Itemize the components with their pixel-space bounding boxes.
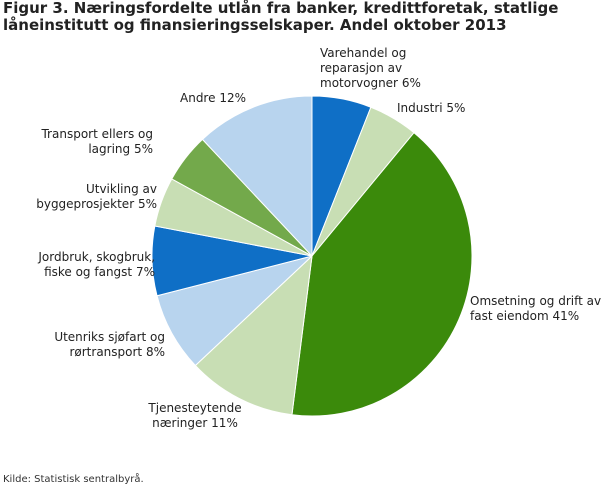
- slice-label: Jordbruk, skogbruk, fiske og fangst 7%: [20, 250, 155, 280]
- slice-label: Industri 5%: [397, 101, 487, 116]
- category-label: Industri: [397, 101, 443, 115]
- pie-slice: [291, 132, 473, 417]
- category-label: Tjenesteytende næringer: [148, 401, 242, 430]
- value-label: 41%: [552, 309, 580, 323]
- value-label: 11%: [211, 416, 238, 430]
- category-label: Omsetning og drift av fast eiendom: [470, 294, 602, 323]
- chart-title: Figur 3. Næringsfordelte utlån fra banke…: [3, 0, 559, 34]
- value-label: 8%: [145, 345, 165, 359]
- value-label: 5%: [446, 101, 466, 115]
- slice-label: Andre 12%: [180, 91, 280, 106]
- slice-label: Utvikling av byggeprosjekter 5%: [20, 182, 157, 212]
- value-label: 5%: [137, 197, 157, 211]
- value-label: 7%: [135, 265, 155, 279]
- category-label: Transport ellers og lagring: [41, 127, 153, 156]
- slice-label: Varehandel og reparasjon av motorvogner …: [320, 46, 425, 91]
- slice-label: Utenriks sjøfart og rørtransport 8%: [40, 330, 165, 360]
- value-label: 12%: [219, 91, 246, 105]
- pie-slice: [201, 95, 313, 258]
- category-label: Andre: [180, 91, 216, 105]
- category-label: Utenriks sjøfart og rørtransport: [54, 330, 165, 359]
- pie-slice: [194, 254, 313, 416]
- slice-label: Omsetning og drift av fast eiendom 41%: [470, 294, 610, 324]
- slice-label: Transport ellers og lagring 5%: [40, 127, 153, 157]
- category-label: Jordbruk, skogbruk, fiske og fangst: [38, 250, 155, 279]
- category-label: Varehandel og reparasjon av motorvogner: [320, 46, 407, 90]
- value-label: 6%: [401, 76, 421, 90]
- category-label: Utvikling av byggeprosjekter: [36, 182, 157, 211]
- value-label: 5%: [133, 142, 153, 156]
- source: Kilde: Statistisk sentralbyrå.: [3, 474, 144, 485]
- slice-label: Tjenesteytende næringer 11%: [140, 401, 250, 431]
